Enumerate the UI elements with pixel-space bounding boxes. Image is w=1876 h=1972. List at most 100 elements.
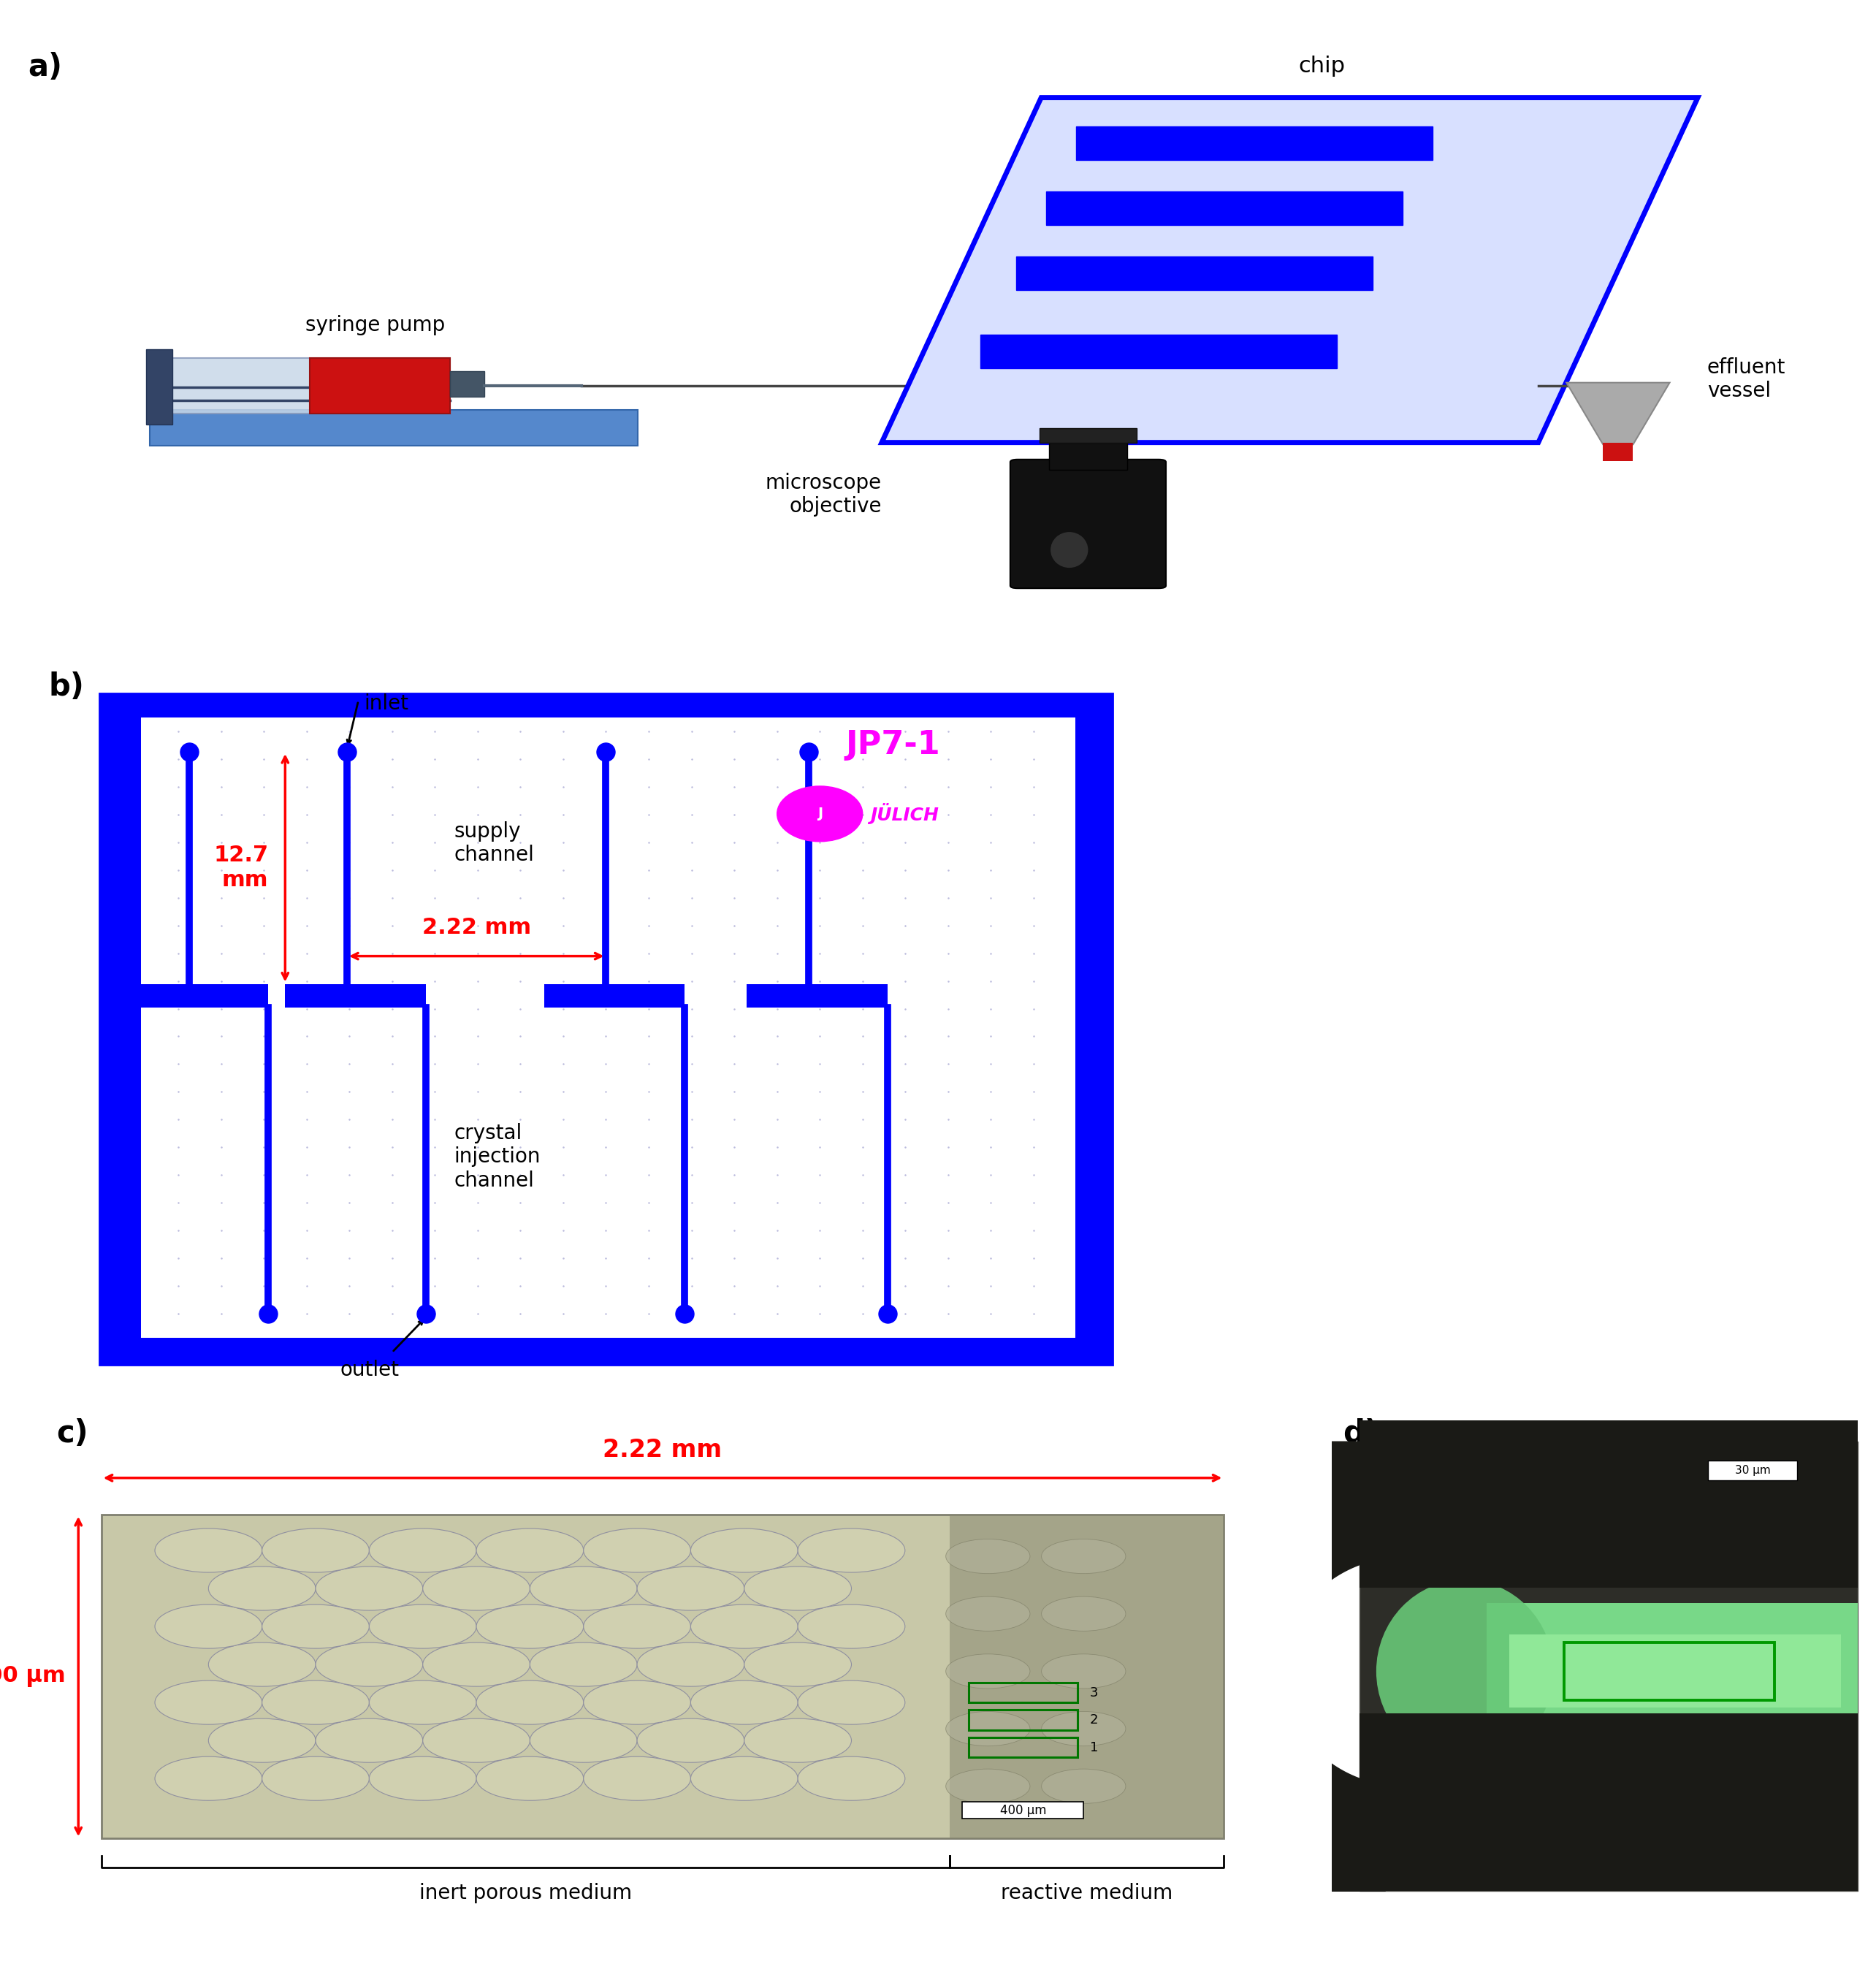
FancyBboxPatch shape <box>310 359 450 414</box>
Text: supply
channel: supply channel <box>454 820 535 866</box>
Circle shape <box>1041 1655 1126 1688</box>
Circle shape <box>477 1605 583 1649</box>
Circle shape <box>638 1643 745 1686</box>
Text: microscope
objective: microscope objective <box>765 473 882 517</box>
FancyBboxPatch shape <box>150 410 638 446</box>
Circle shape <box>263 1528 370 1572</box>
Circle shape <box>529 1718 638 1763</box>
Text: effluent
vessel: effluent vessel <box>1707 357 1786 402</box>
Circle shape <box>208 1643 315 1686</box>
Circle shape <box>946 1538 1030 1574</box>
FancyBboxPatch shape <box>979 335 1336 369</box>
FancyBboxPatch shape <box>347 984 426 1008</box>
Text: d): d) <box>1343 1418 1379 1449</box>
Circle shape <box>156 1757 263 1800</box>
Text: 400 μm: 400 μm <box>1000 1804 1047 1816</box>
Text: 1: 1 <box>1090 1741 1097 1755</box>
Text: 2.22 mm: 2.22 mm <box>602 1438 722 1463</box>
Circle shape <box>583 1757 690 1800</box>
Circle shape <box>422 1566 529 1611</box>
Text: syringe pump: syringe pump <box>306 316 445 335</box>
Circle shape <box>777 787 863 842</box>
Ellipse shape <box>1377 1580 1553 1763</box>
Circle shape <box>315 1718 422 1763</box>
FancyBboxPatch shape <box>949 1514 1223 1838</box>
FancyBboxPatch shape <box>128 984 189 1008</box>
Text: 30 μm: 30 μm <box>1735 1465 1771 1477</box>
FancyBboxPatch shape <box>747 984 809 1008</box>
Text: 3: 3 <box>1090 1686 1097 1700</box>
FancyBboxPatch shape <box>606 984 685 1008</box>
Text: 2.22 mm: 2.22 mm <box>422 917 531 939</box>
FancyBboxPatch shape <box>146 349 173 424</box>
Circle shape <box>797 1605 904 1649</box>
FancyBboxPatch shape <box>285 984 347 1008</box>
Circle shape <box>797 1680 904 1724</box>
Circle shape <box>477 1528 583 1572</box>
Polygon shape <box>882 97 1698 442</box>
Circle shape <box>370 1757 477 1800</box>
Circle shape <box>263 1757 370 1800</box>
Circle shape <box>529 1643 638 1686</box>
Circle shape <box>477 1680 583 1724</box>
FancyBboxPatch shape <box>169 359 450 414</box>
Circle shape <box>315 1643 422 1686</box>
FancyBboxPatch shape <box>1602 442 1632 461</box>
Circle shape <box>690 1605 797 1649</box>
Circle shape <box>583 1605 690 1649</box>
Text: a): a) <box>28 51 62 83</box>
Circle shape <box>1041 1769 1126 1804</box>
Circle shape <box>263 1680 370 1724</box>
Text: c): c) <box>56 1418 88 1449</box>
Text: chip: chip <box>1298 55 1345 77</box>
Circle shape <box>797 1528 904 1572</box>
Circle shape <box>690 1680 797 1724</box>
Circle shape <box>422 1643 529 1686</box>
Circle shape <box>745 1566 852 1611</box>
Circle shape <box>370 1680 477 1724</box>
Circle shape <box>370 1528 477 1572</box>
Text: outlet: outlet <box>340 1359 400 1380</box>
Circle shape <box>370 1605 477 1649</box>
FancyBboxPatch shape <box>1049 442 1127 469</box>
Circle shape <box>315 1566 422 1611</box>
Circle shape <box>156 1605 263 1649</box>
FancyBboxPatch shape <box>1017 256 1373 290</box>
FancyBboxPatch shape <box>101 1514 1223 1838</box>
Text: 600 μm: 600 μm <box>0 1666 66 1688</box>
Circle shape <box>583 1528 690 1572</box>
Circle shape <box>583 1680 690 1724</box>
Text: b): b) <box>49 672 84 702</box>
Text: crystal
injection
channel: crystal injection channel <box>454 1122 540 1191</box>
FancyBboxPatch shape <box>450 371 484 396</box>
Circle shape <box>156 1680 263 1724</box>
FancyBboxPatch shape <box>962 1802 1084 1818</box>
Text: JP7-1: JP7-1 <box>846 730 940 761</box>
Text: 12.7
mm: 12.7 mm <box>214 844 268 891</box>
FancyBboxPatch shape <box>809 984 887 1008</box>
FancyBboxPatch shape <box>1039 428 1137 442</box>
Circle shape <box>946 1712 1030 1745</box>
Circle shape <box>422 1718 529 1763</box>
Circle shape <box>156 1528 263 1572</box>
FancyBboxPatch shape <box>1077 126 1433 160</box>
Circle shape <box>1041 1597 1126 1631</box>
FancyBboxPatch shape <box>1009 459 1165 588</box>
FancyBboxPatch shape <box>544 984 606 1008</box>
Text: inlet: inlet <box>364 694 409 714</box>
Text: J: J <box>818 807 822 820</box>
Circle shape <box>208 1718 315 1763</box>
FancyBboxPatch shape <box>1508 1635 1840 1708</box>
Ellipse shape <box>1051 532 1088 568</box>
Circle shape <box>638 1718 745 1763</box>
FancyBboxPatch shape <box>1047 191 1403 225</box>
FancyBboxPatch shape <box>1360 1420 1857 1587</box>
Circle shape <box>1041 1538 1126 1574</box>
Circle shape <box>1041 1712 1126 1745</box>
FancyBboxPatch shape <box>141 718 1075 1337</box>
Text: 2: 2 <box>1090 1714 1097 1726</box>
Text: reactive medium: reactive medium <box>1000 1883 1172 1903</box>
Polygon shape <box>1566 383 1670 444</box>
Text: inert porous medium: inert porous medium <box>418 1883 632 1903</box>
FancyBboxPatch shape <box>1360 1442 1857 1891</box>
